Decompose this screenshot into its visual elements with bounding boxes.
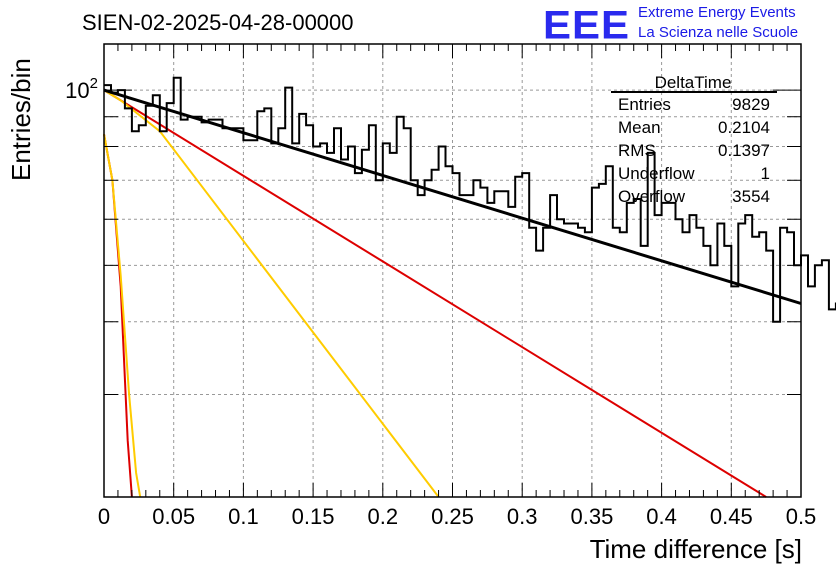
component-curve [103, 134, 142, 498]
x-tick-label: 0.5 [786, 504, 817, 529]
stats-label: Underflow [618, 164, 695, 183]
x-tick-labels: 0 0.05 0.1 0.15 0.2 0.25 0.3 0.35 0.4 0.45 0.5 [98, 504, 816, 529]
x-tick-label: 0.25 [431, 504, 474, 529]
histogram-steps [104, 76, 836, 323]
total-fit-line [103, 88, 802, 305]
x-tick-label: 0.1 [228, 504, 259, 529]
y-axis-label: Entries/bin [6, 58, 36, 181]
stats-value: 3554 [732, 187, 770, 206]
component-curve [103, 134, 133, 498]
logo-caption-line2: La Scienza nelle Scuole [638, 24, 799, 41]
x-tick-label: 0.05 [152, 504, 195, 529]
logo-caption-line1: Extreme Energy Events [638, 4, 796, 21]
x-tick-label: 0.4 [646, 504, 677, 529]
stats-box: DeltaTime Entries 9829 Mean 0.2104 RMS 0.1397… [611, 73, 777, 206]
stats-label: Mean [618, 118, 661, 137]
stats-label: RMS [618, 141, 656, 160]
component-curve [103, 89, 440, 498]
fit-components [103, 89, 767, 498]
stats-title: DeltaTime [655, 73, 732, 92]
stats-value: 0.2104 [718, 118, 770, 137]
y-tick-label-100: 102 [65, 75, 98, 103]
x-tick-label: 0.45 [710, 504, 753, 529]
stats-value: 1 [761, 164, 770, 183]
x-axis-label: Time difference [s] [589, 534, 802, 564]
x-tick-label: 0.3 [507, 504, 538, 529]
axis-ticks [103, 44, 802, 498]
x-tick-label: 0 [98, 504, 110, 529]
grid-lines [104, 44, 801, 497]
x-tick-label: 0.35 [570, 504, 613, 529]
component-curve [103, 89, 767, 498]
stats-value: 9829 [732, 95, 770, 114]
x-tick-label: 0.2 [368, 504, 399, 529]
stats-label: Entries [618, 95, 671, 114]
x-tick-label: 0.15 [292, 504, 335, 529]
stats-value: 0.1397 [718, 141, 770, 160]
plot-title: SIEN-02-2025-04-28-00000 [82, 10, 354, 35]
stats-label: Overflow [618, 187, 686, 206]
eee-logo: EEE [543, 2, 631, 47]
